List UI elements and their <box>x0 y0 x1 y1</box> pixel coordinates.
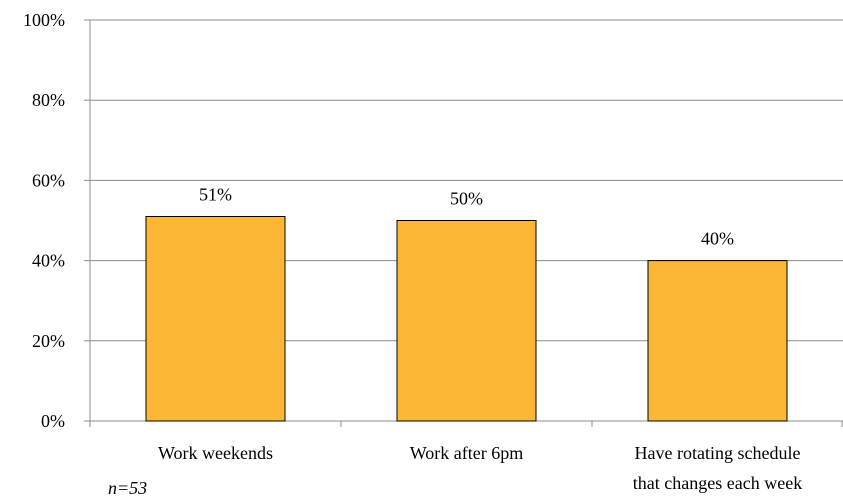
y-axis-tick-labels: 0% 20% 40% 60% 80% 100% <box>23 10 65 431</box>
x-category-label-line: Work after 6pm <box>410 443 524 463</box>
x-category-label-line: that changes each week <box>633 473 802 493</box>
x-category-label-line: Have rotating schedule <box>635 443 801 463</box>
bar <box>145 215 286 422</box>
y-tick-label: 60% <box>32 170 65 190</box>
sample-size-note: n=53 <box>108 478 148 498</box>
x-axis-category-labels: Work weekends Work after 6pm Have rotating… <box>158 443 802 493</box>
data-label: 51% <box>199 184 232 204</box>
data-labels: 51% 50% 40% <box>199 184 734 248</box>
x-category-label: Work after 6pm <box>410 443 524 463</box>
y-tick-label: 40% <box>32 251 65 271</box>
bar <box>396 220 537 422</box>
bars <box>145 215 788 422</box>
x-category-label: Have rotating schedule that changes each … <box>633 443 802 493</box>
x-category-label: Work weekends <box>158 443 273 463</box>
bar <box>647 260 788 422</box>
x-category-label-line: Work weekends <box>158 443 273 463</box>
y-tick-label: 0% <box>41 411 65 431</box>
data-label: 50% <box>450 189 483 209</box>
y-tick-label: 20% <box>32 331 65 351</box>
y-tick-label: 100% <box>23 10 65 30</box>
y-tick-label: 80% <box>32 90 65 110</box>
data-label: 40% <box>701 229 734 249</box>
